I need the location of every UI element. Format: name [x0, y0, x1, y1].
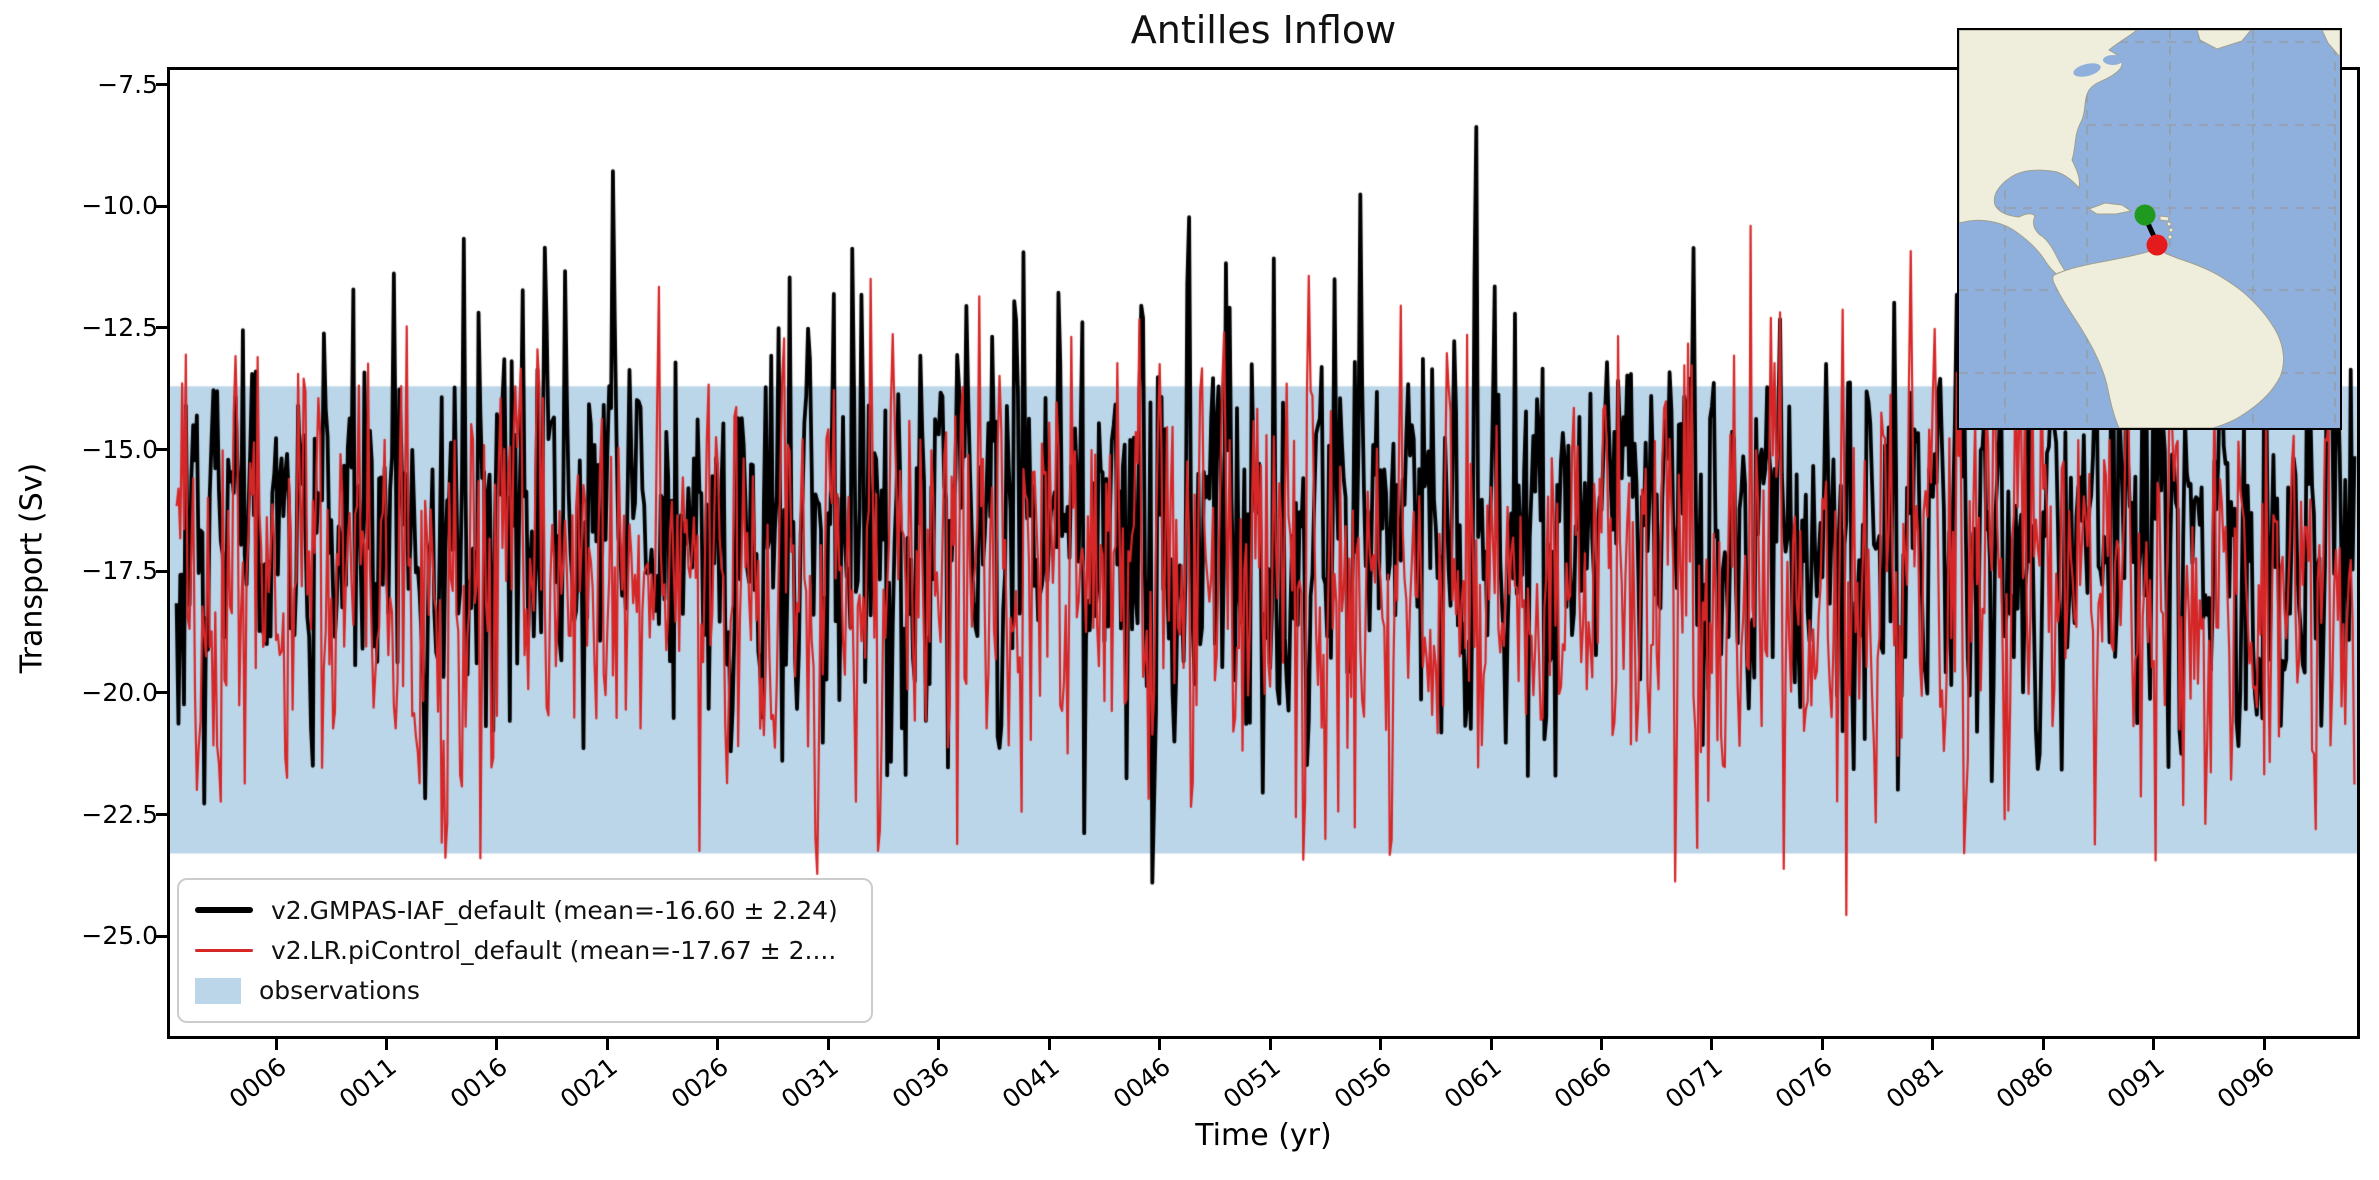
- x-tick-mark: [937, 1039, 941, 1050]
- legend-swatch-obs-patch: [195, 977, 241, 1004]
- section-end-dot: [2146, 234, 2168, 256]
- x-tick-label: 0036: [886, 1052, 955, 1115]
- x-tick-label: 0071: [1659, 1052, 1728, 1115]
- x-tick-label: 0046: [1107, 1052, 1176, 1115]
- y-tick-label: −17.5: [81, 556, 158, 586]
- inset-map: [1957, 28, 2342, 430]
- x-tick-label: 0011: [334, 1052, 403, 1115]
- x-tick-label: 0041: [997, 1052, 1066, 1115]
- x-tick-mark: [1931, 1039, 1935, 1050]
- x-tick-mark: [384, 1039, 388, 1050]
- x-tick-label: 0091: [2101, 1052, 2170, 1115]
- legend-swatch-red-line: [195, 948, 253, 952]
- x-tick-label: 0086: [1991, 1052, 2060, 1115]
- y-tick-label: −15.0: [81, 434, 158, 464]
- map-lakes: [2073, 55, 2130, 85]
- y-tick-label: −22.5: [81, 799, 158, 829]
- x-tick-label: 0061: [1438, 1052, 1507, 1115]
- legend-item-gmpas: v2.GMPAS-IAF_default (mean=-16.60 ± 2.24…: [195, 891, 855, 929]
- map-land-antilles: [2167, 234, 2173, 240]
- x-tick-label: 0076: [1770, 1052, 1839, 1115]
- y-tick-mark: [156, 448, 167, 452]
- x-tick-label: 0066: [1549, 1052, 1618, 1115]
- map-svg: [1959, 30, 2340, 428]
- x-tick-mark: [495, 1039, 499, 1050]
- y-tick-mark: [156, 83, 167, 87]
- y-tick-mark: [156, 204, 167, 208]
- x-tick-mark: [1599, 1039, 1603, 1050]
- map-land-antilles: [2166, 221, 2172, 227]
- section-start-dot: [2134, 204, 2156, 226]
- x-axis-label: Time (yr): [1195, 1118, 1332, 1153]
- legend-item-picontrol: v2.LR.piControl_default (mean=-17.67 ± 2…: [195, 931, 855, 969]
- legend: v2.GMPAS-IAF_default (mean=-16.60 ± 2.24…: [177, 878, 873, 1023]
- x-tick-label: 0056: [1328, 1052, 1397, 1115]
- x-tick-label: 0051: [1217, 1052, 1286, 1115]
- x-tick-mark: [1379, 1039, 1383, 1050]
- legend-item-observations: observations: [195, 972, 855, 1010]
- y-axis-label: Transport (Sv): [14, 462, 50, 674]
- x-tick-mark: [274, 1039, 278, 1050]
- map-land-greenland: [2196, 30, 2252, 50]
- map-land-antilles: [2168, 227, 2174, 233]
- x-tick-mark: [716, 1039, 720, 1050]
- map-land-puerto-rico: [2159, 215, 2170, 222]
- x-tick-mark: [1820, 1039, 1824, 1050]
- map-land-cuba: [2087, 202, 2133, 215]
- legend-label: observations: [259, 976, 420, 1006]
- x-tick-mark: [1489, 1039, 1493, 1050]
- y-tick-mark: [156, 569, 167, 573]
- x-tick-mark: [1158, 1039, 1162, 1050]
- y-tick-mark: [156, 934, 167, 938]
- x-tick-mark: [826, 1039, 830, 1050]
- y-tick-mark: [156, 691, 167, 695]
- legend-swatch-black-line: [195, 907, 253, 914]
- y-tick-label: −10.0: [81, 191, 158, 221]
- x-tick-mark: [2152, 1039, 2156, 1050]
- y-tick-label: −25.0: [81, 921, 158, 951]
- x-tick-mark: [2262, 1039, 2266, 1050]
- y-tick-label: −20.0: [81, 677, 158, 707]
- legend-label: v2.GMPAS-IAF_default (mean=-16.60 ± 2.24…: [271, 895, 838, 925]
- x-tick-mark: [1710, 1039, 1714, 1050]
- x-tick-label: 0096: [2212, 1052, 2281, 1115]
- y-tick-label: −12.5: [81, 312, 158, 342]
- x-tick-label: 0031: [776, 1052, 845, 1115]
- x-tick-label: 0016: [444, 1052, 513, 1115]
- legend-label: v2.LR.piControl_default (mean=-17.67 ± 2…: [271, 935, 837, 965]
- chart-title: Antilles Inflow: [1130, 8, 1397, 52]
- x-tick-mark: [1047, 1039, 1051, 1050]
- x-tick-mark: [605, 1039, 609, 1050]
- x-tick-label: 0026: [665, 1052, 734, 1115]
- y-tick-mark: [156, 813, 167, 817]
- y-tick-mark: [156, 326, 167, 330]
- map-land-greenland2: [2321, 30, 2340, 58]
- x-tick-mark: [2041, 1039, 2045, 1050]
- y-tick-label: −7.5: [97, 69, 158, 99]
- x-tick-label: 0021: [555, 1052, 624, 1115]
- x-tick-label: 0081: [1880, 1052, 1949, 1115]
- x-tick-label: 0006: [223, 1052, 292, 1115]
- x-tick-mark: [1268, 1039, 1272, 1050]
